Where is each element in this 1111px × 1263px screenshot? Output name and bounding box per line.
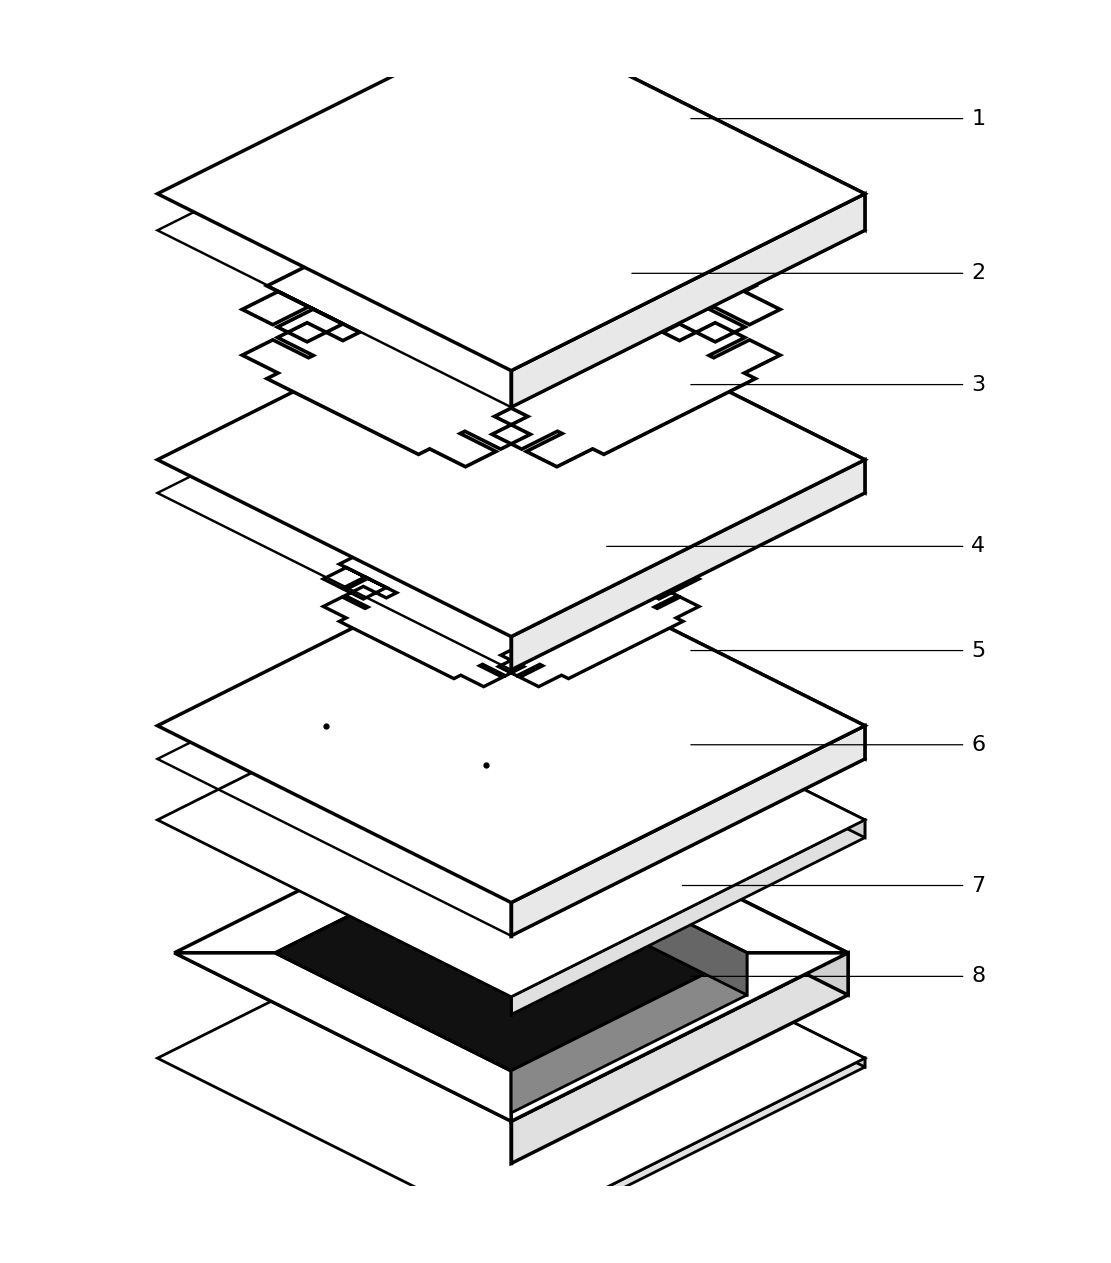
Polygon shape [158,882,865,1235]
Polygon shape [174,784,511,952]
Polygon shape [511,882,865,1067]
Text: 4: 4 [971,537,985,557]
Text: 1: 1 [971,109,985,129]
Polygon shape [511,16,865,230]
Polygon shape [511,549,865,759]
Polygon shape [323,499,699,687]
Polygon shape [511,784,848,995]
Polygon shape [511,1058,865,1244]
Polygon shape [158,549,865,903]
Polygon shape [511,820,865,1014]
Polygon shape [511,952,848,1122]
Polygon shape [158,643,865,997]
Text: 3: 3 [971,375,985,394]
Polygon shape [174,952,511,1122]
Polygon shape [511,952,747,1113]
Text: 7: 7 [971,875,985,895]
Polygon shape [511,283,865,493]
Polygon shape [511,784,848,952]
Polygon shape [511,460,865,669]
Text: 2: 2 [971,263,985,283]
Polygon shape [158,16,865,370]
Polygon shape [511,643,865,837]
Polygon shape [511,193,865,407]
Polygon shape [158,283,865,637]
Polygon shape [511,835,747,995]
Text: 8: 8 [971,966,985,986]
Polygon shape [511,952,848,1163]
Polygon shape [511,726,865,936]
Text: 6: 6 [971,735,985,755]
Text: 5: 5 [971,640,985,661]
Polygon shape [276,835,747,1071]
Polygon shape [242,198,780,467]
